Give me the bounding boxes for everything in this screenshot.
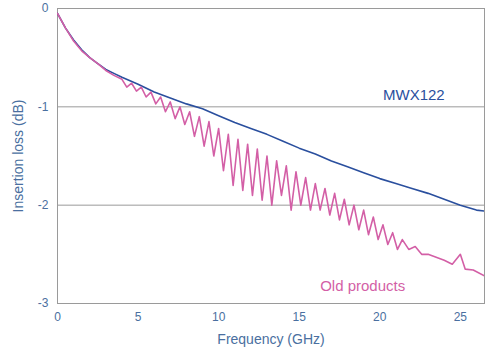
svg-text:Insertion loss (dB): Insertion loss (dB)	[10, 100, 26, 213]
svg-text:-3: -3	[38, 296, 49, 310]
svg-text:0: 0	[42, 1, 49, 15]
svg-text:0: 0	[54, 310, 61, 324]
svg-text:25: 25	[454, 310, 468, 324]
svg-text:MWX122: MWX122	[383, 86, 445, 103]
svg-text:-2: -2	[38, 198, 49, 212]
svg-text:Old products: Old products	[320, 277, 405, 294]
svg-text:10: 10	[212, 310, 226, 324]
svg-text:5: 5	[135, 310, 142, 324]
svg-text:Frequency (GHz): Frequency (GHz)	[217, 331, 324, 347]
svg-text:15: 15	[293, 310, 307, 324]
svg-text:20: 20	[373, 310, 387, 324]
svg-text:-1: -1	[38, 100, 49, 114]
